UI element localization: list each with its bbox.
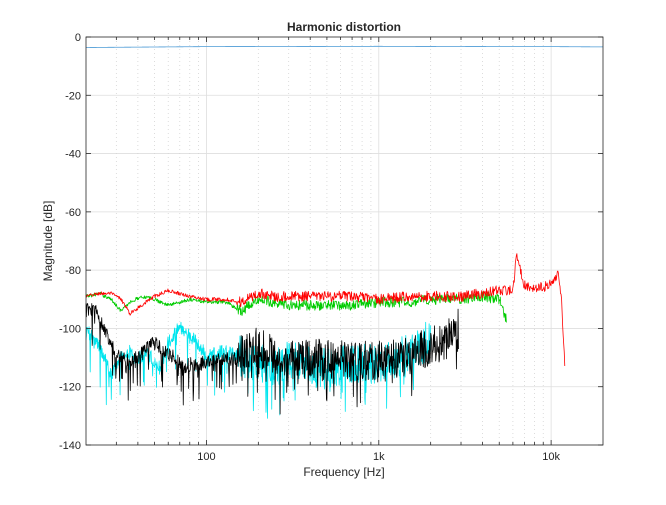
plot-frame <box>85 36 604 446</box>
plot-area-background <box>86 37 603 445</box>
x-axis-label: Frequency [Hz] <box>303 465 384 479</box>
y-tick-label: -100 <box>59 323 81 335</box>
x-tick-label: 1k <box>373 451 385 463</box>
y-tick-label: -60 <box>65 207 81 219</box>
chart-title: Harmonic distortion <box>287 20 401 34</box>
axes-ticks: 0 -20 -40 -60 -80 -100 -120 -140 100 1k 10k <box>59 32 603 463</box>
series-layer <box>85 45 603 419</box>
y-tick-label: -20 <box>65 90 81 102</box>
series-line <box>85 253 566 367</box>
y-axis-label: Magnitude [dB] <box>41 201 55 282</box>
y-tick-label: -140 <box>59 440 81 452</box>
y-tick-label: 0 <box>75 32 81 44</box>
x-tick-label: 100 <box>197 451 215 463</box>
series-line <box>85 303 459 415</box>
series-line <box>86 45 603 48</box>
y-tick-label: -120 <box>59 382 81 394</box>
x-tick-label: 10k <box>542 451 560 463</box>
y-tick-label: -80 <box>65 265 81 277</box>
y-tick-label: -40 <box>65 149 81 161</box>
